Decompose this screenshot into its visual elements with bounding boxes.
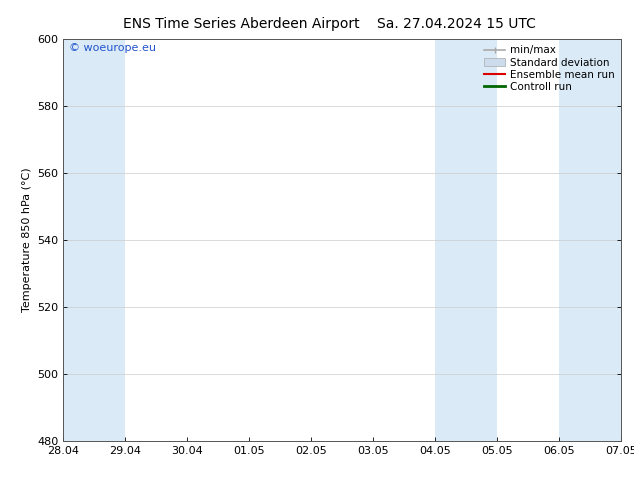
Legend: min/max, Standard deviation, Ensemble mean run, Controll run: min/max, Standard deviation, Ensemble me… xyxy=(480,41,619,96)
Bar xyxy=(63,39,126,441)
Text: ENS Time Series Aberdeen Airport: ENS Time Series Aberdeen Airport xyxy=(122,17,359,31)
Text: © woeurope.eu: © woeurope.eu xyxy=(69,43,156,53)
Bar xyxy=(436,39,497,441)
Bar xyxy=(559,39,621,441)
Y-axis label: Temperature 850 hPa (°C): Temperature 850 hPa (°C) xyxy=(22,168,32,313)
Text: Sa. 27.04.2024 15 UTC: Sa. 27.04.2024 15 UTC xyxy=(377,17,536,31)
